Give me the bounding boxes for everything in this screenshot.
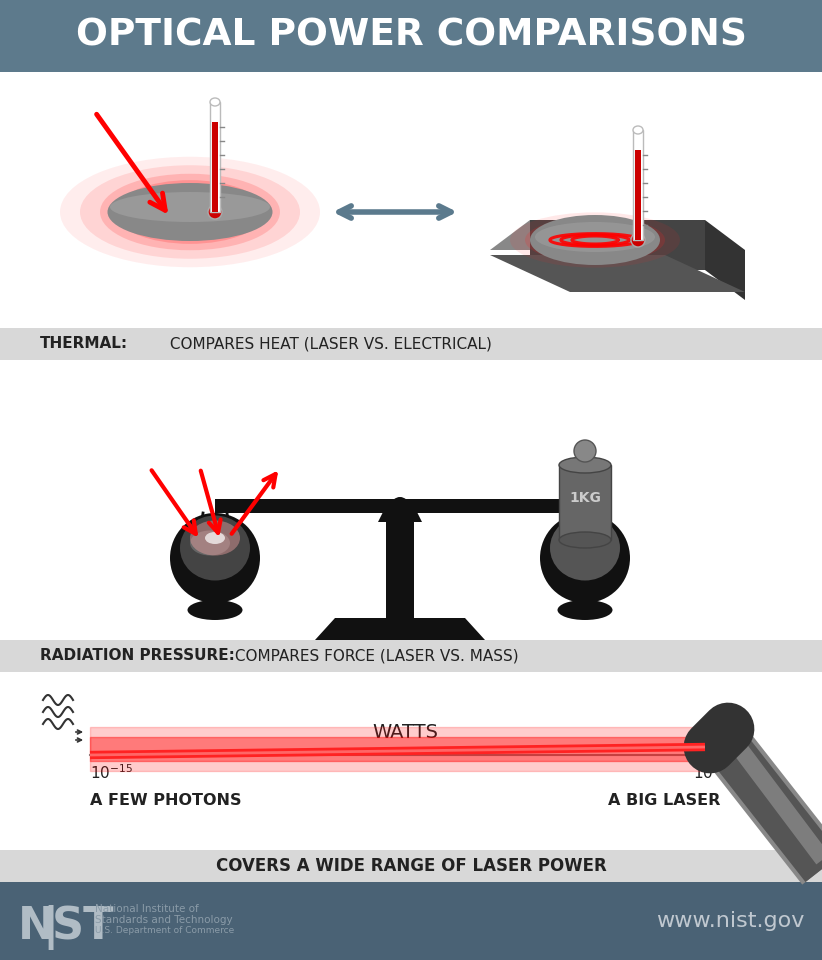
Text: THERMAL:: THERMAL:: [40, 337, 128, 351]
Text: N: N: [18, 905, 55, 948]
Ellipse shape: [530, 215, 660, 265]
Text: COVERS A WIDE RANGE OF LASER POWER: COVERS A WIDE RANGE OF LASER POWER: [215, 857, 607, 875]
Text: OPTICAL POWER COMPARISONS: OPTICAL POWER COMPARISONS: [76, 18, 746, 54]
Polygon shape: [315, 618, 485, 640]
Ellipse shape: [631, 233, 645, 247]
Bar: [205, 588, 225, 608]
Ellipse shape: [110, 192, 270, 222]
Polygon shape: [490, 255, 745, 292]
Text: RADIATION PRESSURE:: RADIATION PRESSURE:: [40, 649, 235, 663]
FancyBboxPatch shape: [0, 850, 822, 882]
Text: www.nist.gov: www.nist.gov: [656, 911, 804, 931]
Ellipse shape: [510, 212, 680, 268]
FancyBboxPatch shape: [0, 882, 822, 960]
FancyBboxPatch shape: [0, 640, 822, 672]
Ellipse shape: [100, 174, 280, 251]
FancyBboxPatch shape: [0, 0, 822, 72]
Text: National Institute of: National Institute of: [95, 904, 199, 914]
Polygon shape: [490, 220, 705, 250]
Ellipse shape: [170, 513, 260, 603]
Ellipse shape: [108, 183, 273, 241]
FancyBboxPatch shape: [0, 672, 822, 850]
Bar: [215, 499, 585, 513]
Text: U.S. Department of Commerce: U.S. Department of Commerce: [95, 926, 234, 935]
Ellipse shape: [60, 156, 320, 267]
FancyBboxPatch shape: [0, 328, 822, 360]
Text: $\mathregular{10^{5}}$: $\mathregular{10^{5}}$: [693, 763, 720, 781]
Ellipse shape: [559, 457, 611, 473]
Ellipse shape: [559, 532, 611, 548]
Ellipse shape: [80, 165, 300, 259]
Text: |: |: [42, 905, 58, 950]
Polygon shape: [705, 220, 745, 300]
Ellipse shape: [180, 516, 250, 581]
Ellipse shape: [391, 497, 409, 515]
Polygon shape: [530, 220, 705, 270]
FancyBboxPatch shape: [0, 72, 822, 328]
Polygon shape: [378, 510, 422, 522]
Ellipse shape: [190, 520, 240, 556]
Ellipse shape: [210, 98, 220, 106]
Text: A BIG LASER: A BIG LASER: [607, 793, 720, 808]
Text: 1KG: 1KG: [569, 491, 601, 505]
Ellipse shape: [540, 222, 650, 258]
Bar: [210, 102, 220, 212]
Text: COMPARES HEAT (LASER VS. ELECTRICAL): COMPARES HEAT (LASER VS. ELECTRICAL): [165, 337, 492, 351]
FancyBboxPatch shape: [0, 360, 822, 640]
Ellipse shape: [190, 531, 230, 556]
Bar: [575, 588, 595, 608]
Ellipse shape: [205, 532, 225, 544]
Text: ST: ST: [52, 905, 114, 948]
Bar: [559, 465, 611, 540]
Ellipse shape: [115, 180, 265, 244]
Ellipse shape: [187, 600, 242, 620]
Ellipse shape: [535, 222, 655, 252]
Text: $\mathregular{10^{-15}}$: $\mathregular{10^{-15}}$: [90, 763, 133, 781]
Ellipse shape: [208, 205, 222, 219]
Bar: [633, 130, 643, 240]
Text: Standards and Technology: Standards and Technology: [95, 915, 233, 925]
Bar: [635, 150, 641, 240]
Bar: [386, 518, 414, 618]
Text: COMPARES FORCE (LASER VS. MASS): COMPARES FORCE (LASER VS. MASS): [230, 649, 519, 663]
Text: A FEW PHOTONS: A FEW PHOTONS: [90, 793, 242, 808]
Ellipse shape: [540, 513, 630, 603]
Bar: [212, 122, 218, 212]
Ellipse shape: [633, 126, 643, 134]
Ellipse shape: [525, 217, 665, 263]
Ellipse shape: [557, 600, 612, 620]
Ellipse shape: [550, 516, 620, 581]
Ellipse shape: [574, 440, 596, 462]
Text: WATTS: WATTS: [372, 724, 438, 742]
